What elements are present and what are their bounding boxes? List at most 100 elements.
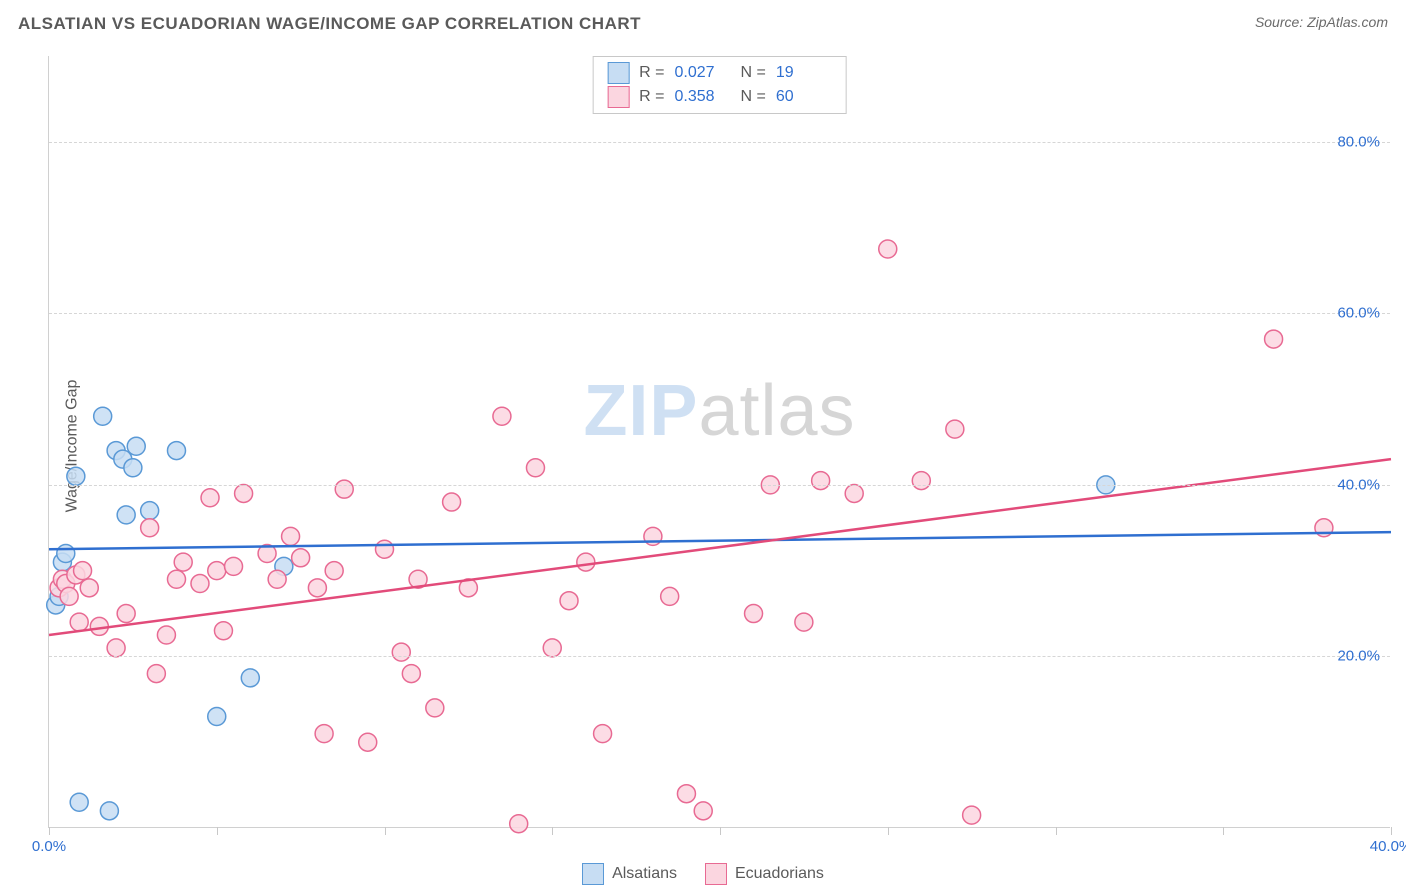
data-point <box>963 806 981 824</box>
data-point <box>57 545 75 563</box>
x-tick <box>552 827 553 835</box>
data-point <box>426 699 444 717</box>
data-point <box>526 459 544 477</box>
y-tick-label: 80.0% <box>1337 133 1380 150</box>
legend-n-value: 19 <box>776 61 832 85</box>
legend-series-item: Alsatians <box>582 863 677 885</box>
data-point <box>594 725 612 743</box>
data-point <box>70 613 88 631</box>
x-tick <box>385 827 386 835</box>
legend-n-label: N = <box>741 85 766 109</box>
data-point <box>308 579 326 597</box>
legend-swatch <box>705 863 727 885</box>
data-point <box>325 562 343 580</box>
y-tick-label: 60.0% <box>1337 305 1380 322</box>
x-tick <box>217 827 218 835</box>
data-point <box>812 472 830 490</box>
data-point <box>208 707 226 725</box>
legend-swatch <box>582 863 604 885</box>
gridline <box>49 142 1390 143</box>
gridline <box>49 485 1390 486</box>
legend-series-item: Ecuadorians <box>705 863 824 885</box>
data-point <box>225 557 243 575</box>
data-point <box>510 815 528 833</box>
x-tick <box>1223 827 1224 835</box>
data-point <box>845 484 863 502</box>
legend-r-label: R = <box>639 85 664 109</box>
data-point <box>376 540 394 558</box>
data-point <box>315 725 333 743</box>
gridline <box>49 313 1390 314</box>
data-point <box>1265 330 1283 348</box>
data-point <box>493 407 511 425</box>
data-point <box>74 562 92 580</box>
data-point <box>167 570 185 588</box>
legend-n-label: N = <box>741 61 766 85</box>
chart-header: ALSATIAN VS ECUADORIAN WAGE/INCOME GAP C… <box>0 0 1406 48</box>
y-tick-label: 20.0% <box>1337 648 1380 665</box>
legend-swatch <box>607 62 629 84</box>
legend-r-value: 0.027 <box>675 61 731 85</box>
x-tick <box>49 827 50 835</box>
data-point <box>661 587 679 605</box>
gridline <box>49 656 1390 657</box>
data-point <box>167 442 185 460</box>
x-tick <box>720 827 721 835</box>
data-point <box>117 605 135 623</box>
data-point <box>577 553 595 571</box>
data-point <box>157 626 175 644</box>
chart-svg <box>49 56 1390 827</box>
data-point <box>402 665 420 683</box>
data-point <box>107 639 125 657</box>
data-point <box>147 665 165 683</box>
data-point <box>141 502 159 520</box>
data-point <box>677 785 695 803</box>
data-point <box>67 467 85 485</box>
data-point <box>201 489 219 507</box>
x-tick <box>1391 827 1392 835</box>
chart-title: ALSATIAN VS ECUADORIAN WAGE/INCOME GAP C… <box>18 14 641 33</box>
x-tick <box>888 827 889 835</box>
data-point <box>127 437 145 455</box>
data-point <box>100 802 118 820</box>
data-point <box>560 592 578 610</box>
data-point <box>70 793 88 811</box>
data-point <box>208 562 226 580</box>
data-point <box>124 459 142 477</box>
data-point <box>443 493 461 511</box>
data-point <box>335 480 353 498</box>
data-point <box>235 484 253 502</box>
data-point <box>94 407 112 425</box>
legend-r-label: R = <box>639 61 664 85</box>
legend-stat-row: R = 0.027 N = 19 <box>607 61 832 85</box>
data-point <box>912 472 930 490</box>
data-point <box>359 733 377 751</box>
source-attribution: Source: ZipAtlas.com <box>1255 14 1388 30</box>
data-point <box>60 587 78 605</box>
data-point <box>879 240 897 258</box>
data-point <box>241 669 259 687</box>
legend-series-label: Alsatians <box>612 865 677 883</box>
data-point <box>282 527 300 545</box>
legend-stats-box: R = 0.027 N = 19 R = 0.358 N = 60 <box>592 56 847 114</box>
legend-series: Alsatians Ecuadorians <box>0 856 1406 892</box>
data-point <box>174 553 192 571</box>
legend-stat-row: R = 0.358 N = 60 <box>607 85 832 109</box>
data-point <box>392 643 410 661</box>
legend-n-value: 60 <box>776 85 832 109</box>
data-point <box>694 802 712 820</box>
data-point <box>117 506 135 524</box>
legend-series-label: Ecuadorians <box>735 865 824 883</box>
data-point <box>141 519 159 537</box>
data-point <box>292 549 310 567</box>
x-tick <box>1056 827 1057 835</box>
legend-r-value: 0.358 <box>675 85 731 109</box>
x-tick-label: 40.0% <box>1370 838 1406 855</box>
data-point <box>191 575 209 593</box>
data-point <box>745 605 763 623</box>
plot-area: ZIPatlas R =0.027N =19R =0.358N =60 20.0… <box>48 56 1390 828</box>
data-point <box>214 622 232 640</box>
x-tick-label: 0.0% <box>32 838 66 855</box>
data-point <box>795 613 813 631</box>
data-point <box>80 579 98 597</box>
